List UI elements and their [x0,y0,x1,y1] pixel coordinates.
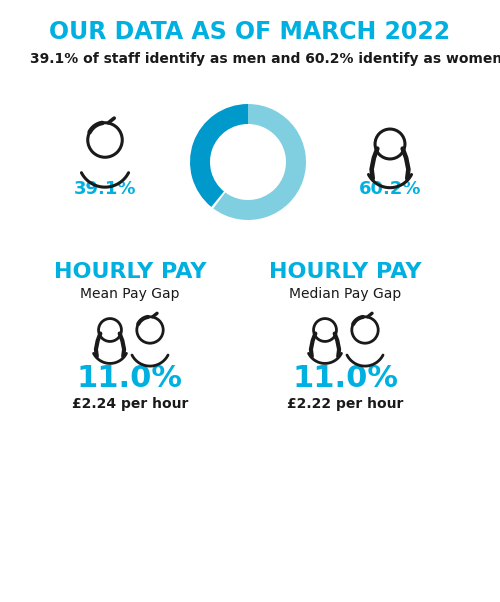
Text: OUR DATA AS OF MARCH 2022: OUR DATA AS OF MARCH 2022 [50,20,450,44]
Text: 39.1% of staff identify as men and 60.2% identify as women: 39.1% of staff identify as men and 60.2%… [30,52,500,66]
Text: Mean Pay Gap: Mean Pay Gap [80,287,180,301]
Wedge shape [190,104,248,207]
Text: 11.0%: 11.0% [292,364,398,393]
Text: 11.0%: 11.0% [77,364,183,393]
Wedge shape [214,104,306,220]
Text: Median Pay Gap: Median Pay Gap [289,287,401,301]
Text: £2.22 per hour: £2.22 per hour [287,397,403,411]
Text: 60.2%: 60.2% [359,180,421,198]
Text: 39.1%: 39.1% [74,180,136,198]
Text: HOURLY PAY: HOURLY PAY [269,262,421,282]
Text: £2.24 per hour: £2.24 per hour [72,397,188,411]
Text: HOURLY PAY: HOURLY PAY [54,262,206,282]
